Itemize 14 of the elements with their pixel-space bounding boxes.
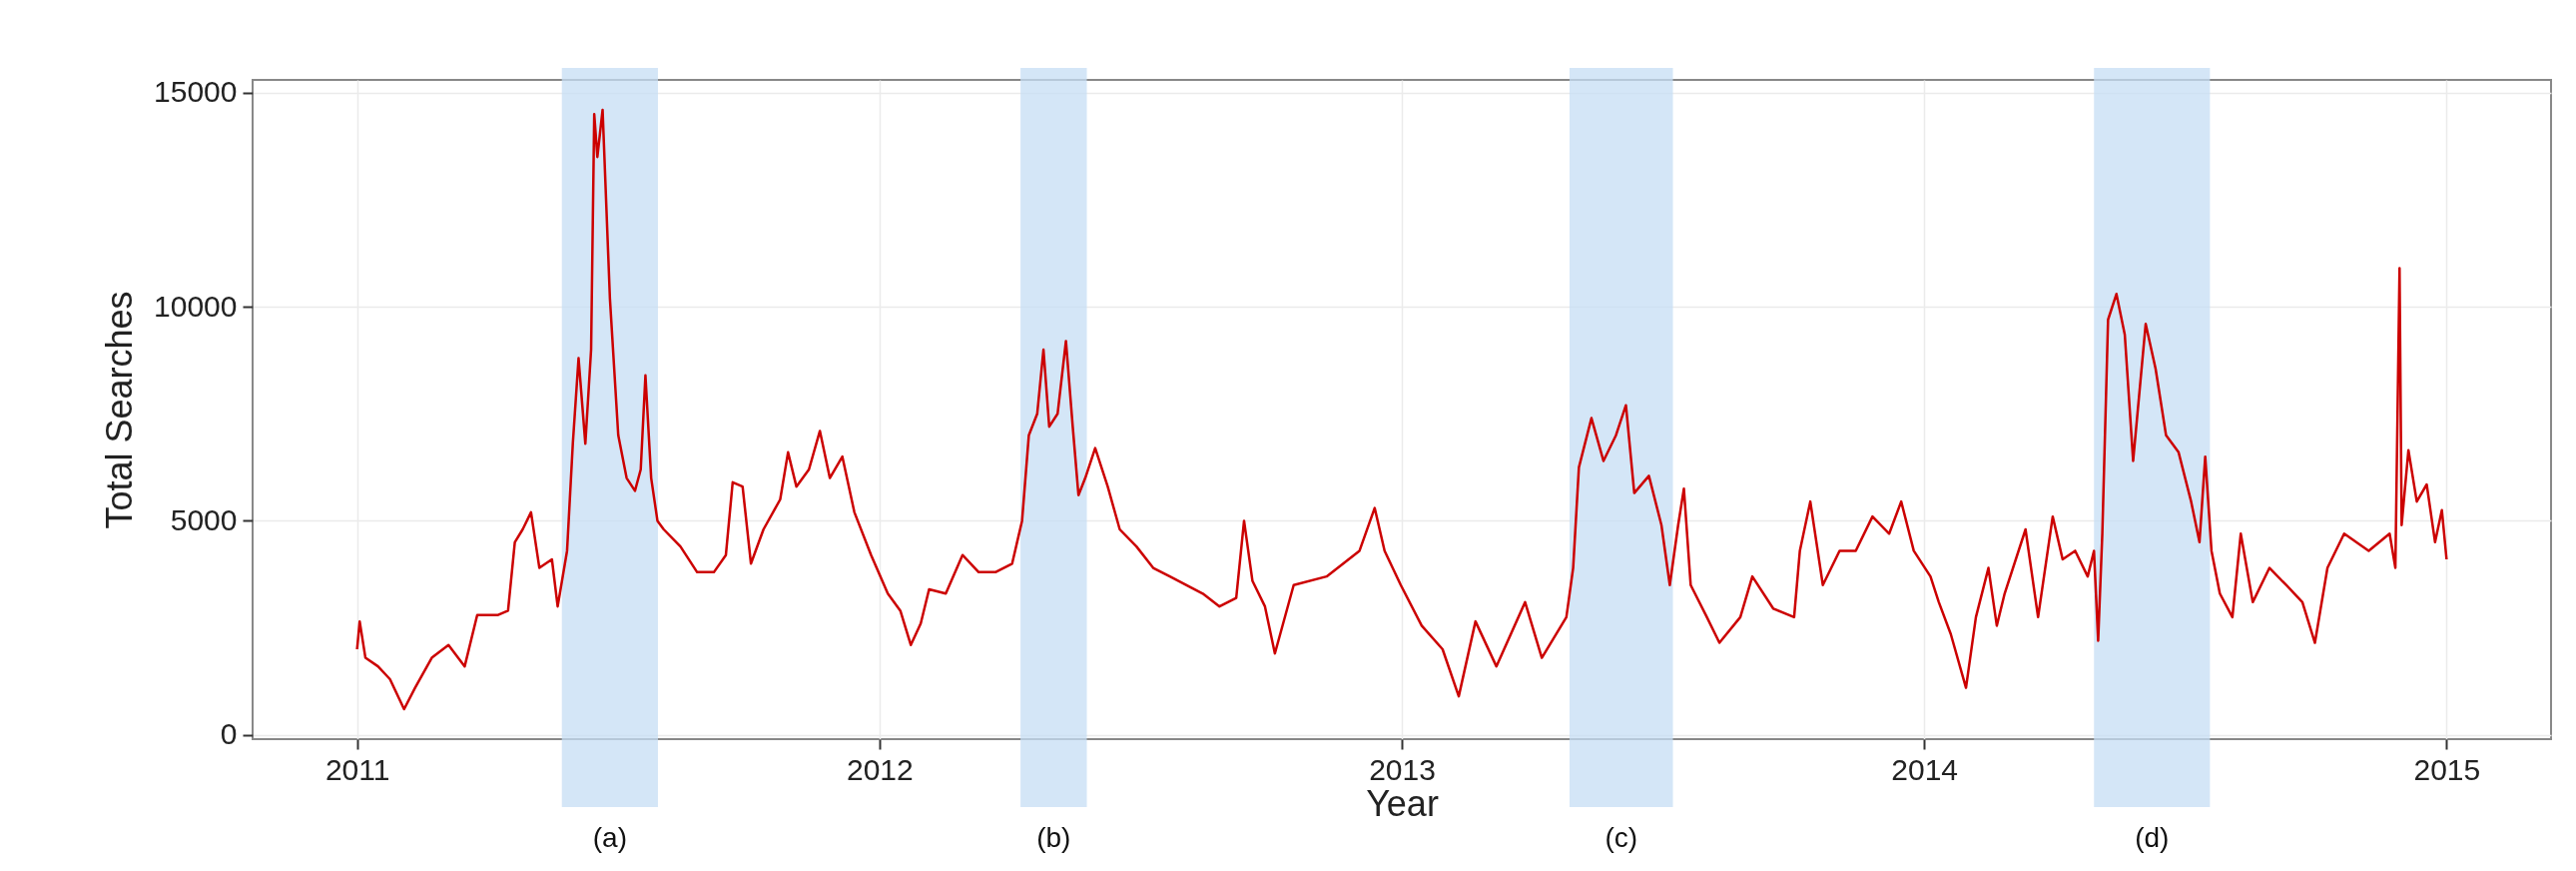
x-tick-label: 2012 [846,752,914,786]
y-axis-title: Total Searches [99,291,141,529]
y-tick-label: 5000 [170,502,238,536]
band-label: (a) [592,822,627,853]
y-tick-label: 10000 [154,289,238,323]
band-label: (b) [1036,822,1071,853]
x-tick-label: 2015 [2413,752,2481,786]
x-tick-label: 2014 [1891,752,1959,786]
line-series [355,108,2448,711]
y-tick-label: 0 [220,717,238,751]
x-tick-label: 2011 [324,752,390,786]
band-label: (d) [2135,822,2170,853]
band-label: (c) [1605,822,1638,853]
y-tick-label: 15000 [154,75,238,109]
